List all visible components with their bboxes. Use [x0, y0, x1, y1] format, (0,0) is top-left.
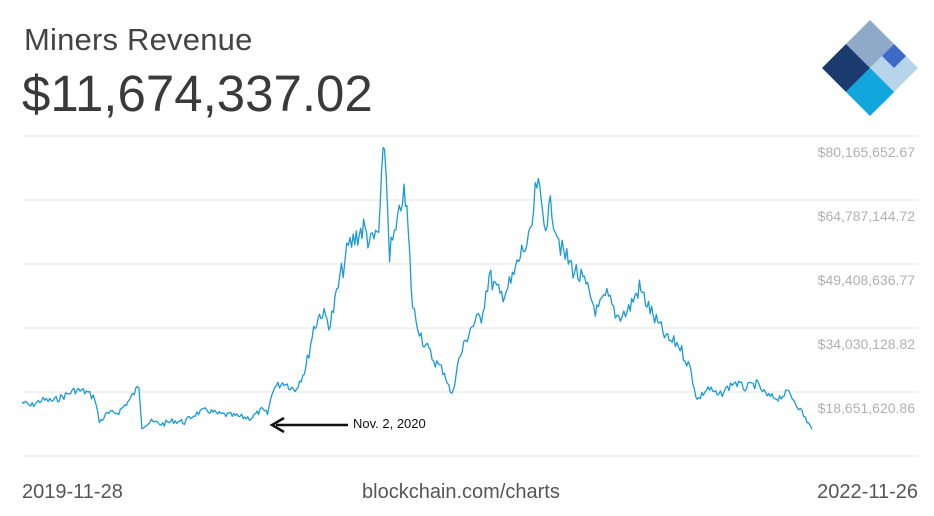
- y-tick-label: $34,030,128.82: [818, 336, 916, 352]
- footer-source-link[interactable]: blockchain.com/charts: [362, 481, 560, 503]
- series-layer: [21, 146, 813, 430]
- gridlines: [22, 135, 918, 457]
- chart-title: Miners Revenue: [24, 22, 253, 57]
- y-tick-label: $18,651,620.86: [818, 400, 916, 416]
- blockchain-logo-icon: [822, 20, 918, 116]
- series-line-miners-revenue: [21, 146, 813, 430]
- y-tick-label: $64,787,144.72: [818, 208, 916, 224]
- annotation-arrow-icon: [269, 416, 348, 434]
- footer-start-date: 2019-11-28: [22, 481, 123, 503]
- footer-end-date: 2022-11-26: [817, 481, 918, 503]
- current-value: $11,674,337.02: [22, 65, 373, 122]
- annotation-label: Nov. 2, 2020: [353, 416, 426, 431]
- y-tick-label: $80,165,652.67: [818, 144, 916, 160]
- y-axis-ticks: $80,165,652.67 $64,787,144.72 $49,408,636.…: [818, 144, 916, 416]
- y-tick-label: $49,408,636.77: [818, 272, 916, 288]
